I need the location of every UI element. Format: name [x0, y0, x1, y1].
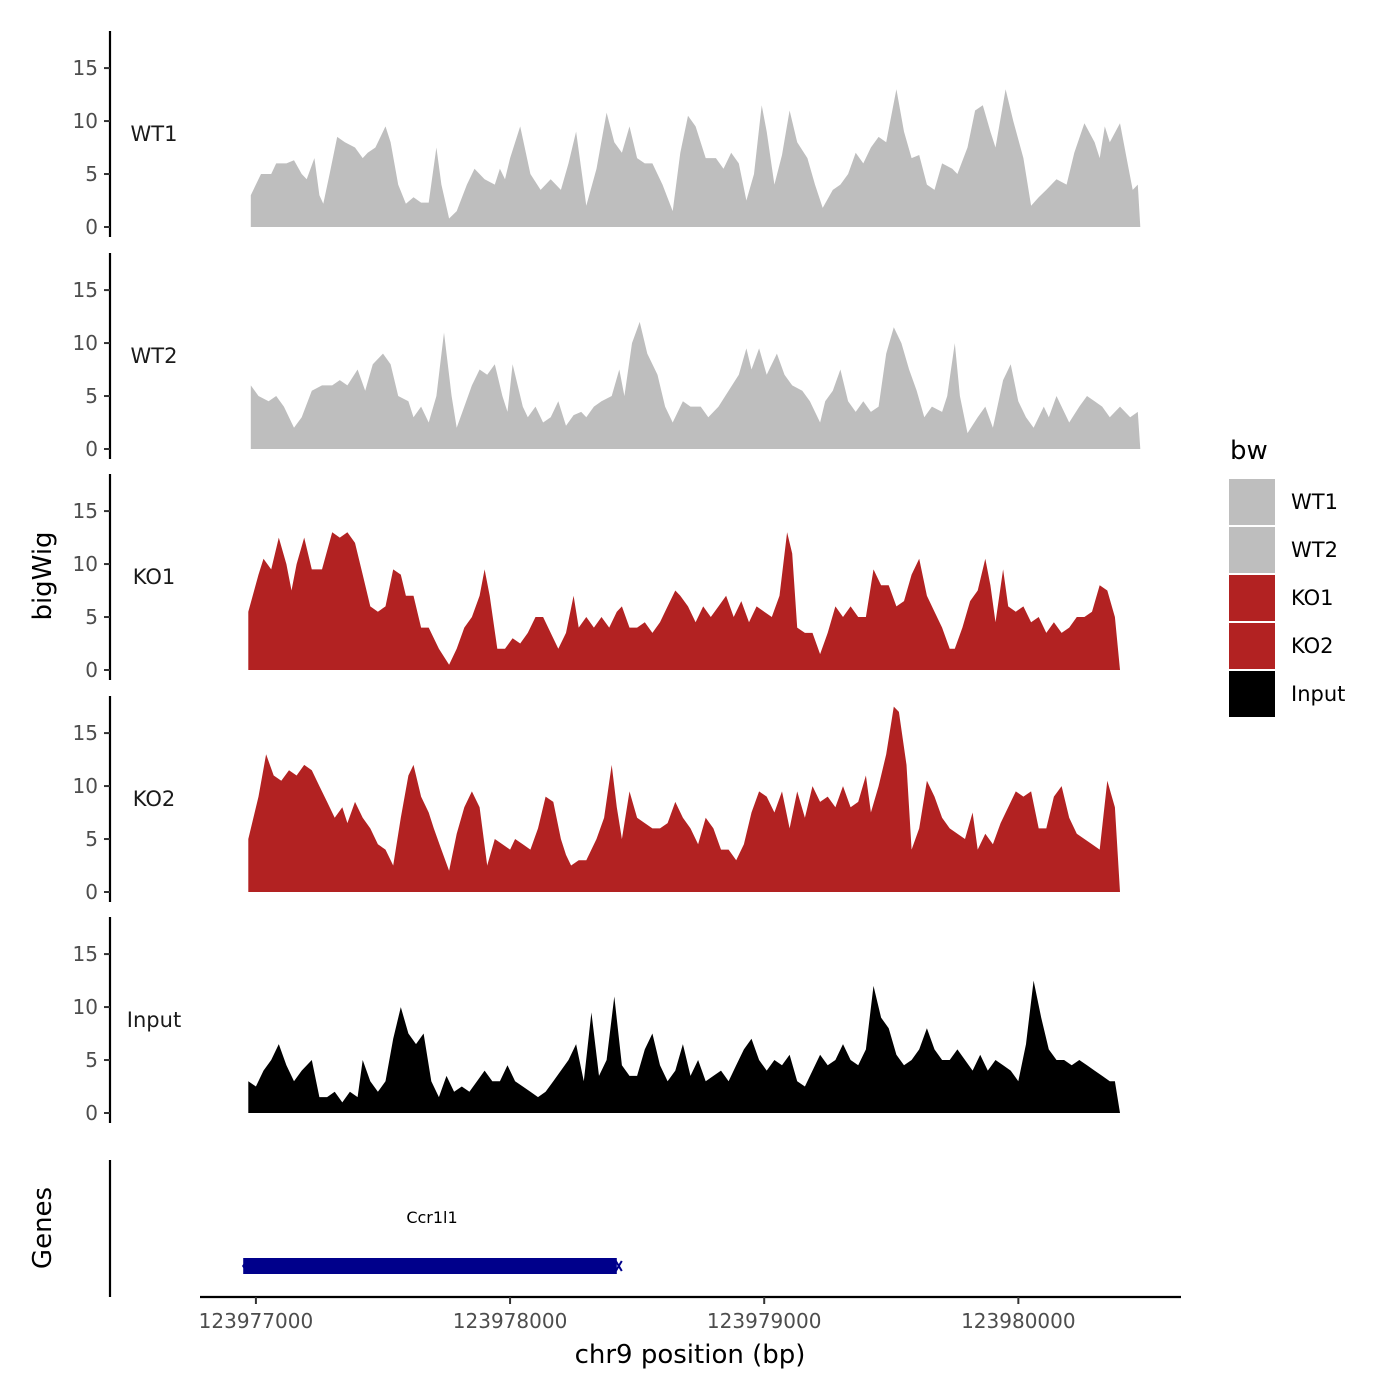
genes-axis-title: Genes [28, 1187, 58, 1269]
gene-body-ccr1l1 [243, 1258, 617, 1274]
track-ko1: 0 5 10 15 KO1 [73, 474, 1121, 682]
y-tick-label-ko1-10: 10 [73, 552, 98, 576]
x-axis: 123977000 123978000 123979000 123980000 [199, 1295, 1181, 1333]
y-tick-label-input-15: 15 [73, 942, 98, 966]
y-tick-label-wt1-15: 15 [73, 56, 98, 80]
track-label-wt1: WT1 [131, 122, 178, 146]
y-tick-label-ko1-5: 5 [85, 605, 98, 629]
area-ko2 [248, 706, 1121, 892]
legend-label-input: Input [1291, 682, 1345, 706]
legend-swatch-wt2 [1229, 527, 1275, 573]
y-tick-label-ko2-15: 15 [73, 721, 98, 745]
y-tick-label-input-10: 10 [73, 995, 98, 1019]
track-label-wt2: WT2 [131, 344, 178, 368]
x-tick-label-123977000: 123977000 [199, 1309, 314, 1333]
area-input [248, 980, 1121, 1113]
track-ko2: 0 5 10 15 KO2 [73, 696, 1121, 904]
y-tick-label-wt2-15: 15 [73, 278, 98, 302]
gene-end-marker-ccr1l1 [614, 1260, 623, 1272]
track-label-ko1: KO1 [133, 565, 176, 589]
y-tick-label-ko2-5: 5 [85, 827, 98, 851]
gene-track: Ccr1l1 [108, 1160, 623, 1297]
legend-label-ko2: KO2 [1291, 634, 1334, 658]
y-tick-label-wt1-10: 10 [73, 109, 98, 133]
x-tick-label-123978000: 123978000 [453, 1309, 568, 1333]
legend-swatch-input [1229, 671, 1275, 717]
area-wt2 [250, 321, 1141, 449]
legend-label-wt2: WT2 [1291, 538, 1338, 562]
y-tick-label-wt2-10: 10 [73, 331, 98, 355]
track-wt2: 0 5 10 15 WT2 [73, 253, 1141, 461]
y-tick-label-ko1-15: 15 [73, 499, 98, 523]
y-tick-label-wt1-5: 5 [85, 162, 98, 186]
legend-label-wt1: WT1 [1291, 490, 1338, 514]
area-wt1 [250, 89, 1141, 227]
gene-label-ccr1l1: Ccr1l1 [406, 1208, 457, 1227]
area-ko1 [248, 532, 1121, 670]
y-tick-label-input-0: 0 [85, 1101, 98, 1125]
legend: bw WT1 WT2 KO1 KO2 Input [1229, 436, 1345, 717]
y-tick-label-wt1-0: 0 [85, 215, 98, 239]
coverage-tracks: 0 5 10 15 WT1 0 5 10 15 WT2 0 5 10 15 KO1 0 5 10 15 KO2 0 5 10… [73, 31, 1141, 1125]
x-axis-title: chr9 position (bp) [575, 1340, 806, 1370]
x-tick-label-123980000: 123980000 [961, 1309, 1076, 1333]
legend-swatch-ko1 [1229, 575, 1275, 621]
legend-label-ko1: KO1 [1291, 586, 1334, 610]
track-label-input: Input [127, 1008, 181, 1032]
track-wt1: 0 5 10 15 WT1 [73, 31, 1141, 239]
track-input: 0 5 10 15 Input [73, 917, 1121, 1125]
track-label-ko2: KO2 [133, 787, 176, 811]
legend-title: bw [1230, 436, 1268, 466]
y-tick-label-wt2-0: 0 [85, 437, 98, 461]
legend-swatch-wt1 [1229, 479, 1275, 525]
y-axis-title: bigWig [28, 531, 58, 620]
y-tick-label-ko2-10: 10 [73, 774, 98, 798]
y-tick-label-wt2-5: 5 [85, 384, 98, 408]
y-tick-label-ko2-0: 0 [85, 880, 98, 904]
y-tick-label-input-5: 5 [85, 1048, 98, 1072]
y-tick-label-ko1-0: 0 [85, 658, 98, 682]
legend-swatch-ko2 [1229, 623, 1275, 669]
x-tick-label-123979000: 123979000 [707, 1309, 822, 1333]
gene-start-marker-ccr1l1 [242, 1259, 249, 1273]
